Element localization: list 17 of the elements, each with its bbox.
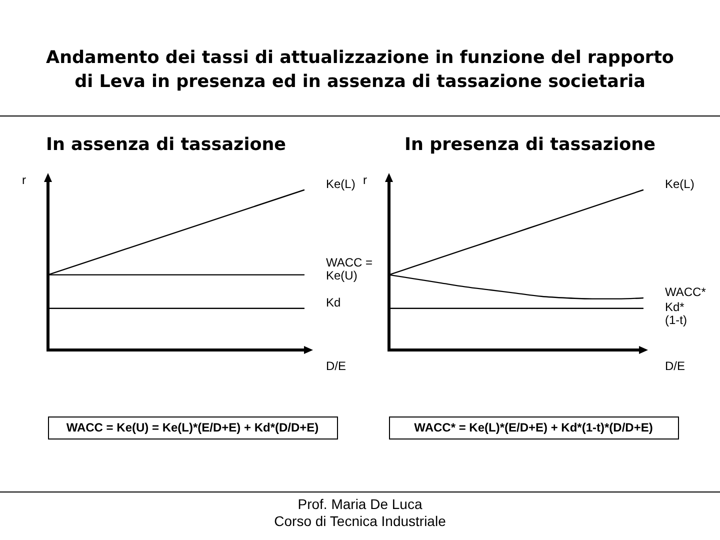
series-label: Kd	[326, 296, 341, 310]
series-label: WACC = Ke(U)	[326, 255, 373, 282]
y-axis-title: r	[363, 173, 367, 188]
series-label: Ke(L)	[665, 177, 694, 192]
text: Andamento dei tassi di attualizzazione in funzione del rapporto di Leva in presenza ed in assenza di tassazione societaria	[46, 48, 674, 92]
text: WACC* = Ke(L)*(E/D+E) + Kd*(1-t)*(D/D+E)	[414, 420, 653, 435]
x-axis-title: D/E	[326, 359, 346, 374]
series-label: Ke(L)	[326, 177, 356, 192]
chart-title: In presenza di tassazione	[404, 135, 656, 155]
series-label: Kd* (1-t)	[665, 300, 687, 328]
text: Prof. Maria De Luca	[298, 496, 422, 512]
x-axis-title: D/E	[665, 359, 686, 374]
series-label: WACC*	[665, 285, 706, 300]
text: WACC = Ke(U) = Ke(L)*(E/D+E) + Kd*(D/D+E)	[66, 420, 319, 435]
text: Corso di Tecnica Industriale	[274, 513, 446, 529]
y-axis-title: r	[22, 173, 26, 188]
chart-title: In assenza di tassazione	[46, 135, 286, 155]
